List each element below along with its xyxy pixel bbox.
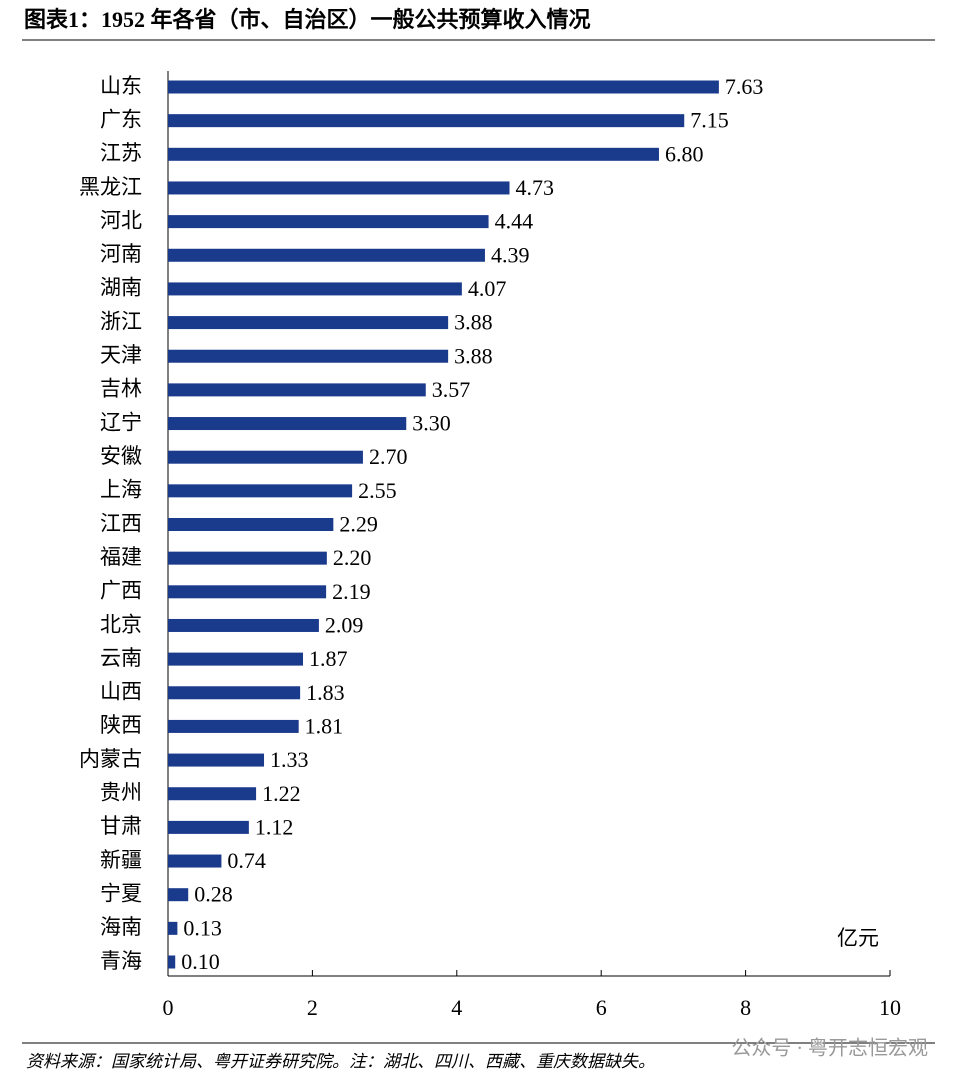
- bar: [168, 585, 327, 599]
- value-label: 2.09: [325, 613, 364, 638]
- value-label: 1.12: [255, 814, 294, 839]
- value-label: 3.57: [432, 377, 471, 402]
- unit-label: 亿元: [837, 926, 879, 950]
- watermark: 公众号 · 粤开志恒宏观: [731, 1037, 928, 1060]
- bar: [168, 282, 462, 296]
- value-label: 1.22: [262, 781, 301, 806]
- y-tick-label: 广东: [100, 107, 142, 131]
- y-tick-label: 云南: [100, 646, 142, 670]
- y-tick-label: 浙江: [100, 309, 142, 333]
- x-tick-label: 10: [879, 995, 901, 1020]
- y-tick-label: 山西: [100, 680, 142, 704]
- value-label: 2.29: [339, 512, 378, 537]
- bar: [168, 248, 485, 262]
- bar: [168, 450, 363, 464]
- bar: [168, 787, 257, 801]
- bar: [168, 181, 510, 195]
- value-label: 1.87: [309, 646, 348, 671]
- value-label: 3.30: [412, 411, 451, 436]
- x-tick-label: 8: [740, 995, 751, 1020]
- y-tick-label: 宁夏: [100, 882, 142, 906]
- bar: [168, 686, 301, 700]
- y-tick-label: 山东: [100, 74, 142, 98]
- value-label: 2.70: [369, 444, 408, 469]
- value-label: 4.73: [516, 175, 555, 200]
- bar: [168, 820, 249, 834]
- chart-title: 图表1：1952 年各省（市、自治区）一般公共预算收入情况: [24, 7, 591, 32]
- value-label: 0.74: [227, 848, 265, 873]
- y-tick-label: 河南: [100, 242, 142, 266]
- value-label: 0.10: [181, 949, 220, 974]
- y-tick-label: 上海: [100, 478, 142, 502]
- value-label: 3.88: [454, 310, 493, 335]
- bar: [168, 618, 319, 632]
- y-tick-label: 黑龙江: [79, 175, 142, 199]
- x-tick-label: 6: [596, 995, 607, 1020]
- bar: [168, 719, 299, 733]
- value-label: 6.80: [665, 141, 704, 166]
- x-tick-label: 4: [451, 995, 462, 1020]
- value-label: 1.81: [305, 713, 344, 738]
- source-note: 资料来源：国家统计局、粤开证券研究院。注：湖北、四川、西藏、重庆数据缺失。: [26, 1052, 655, 1071]
- y-tick-label: 内蒙古: [79, 747, 142, 771]
- y-tick-label: 新疆: [100, 848, 142, 872]
- bar: [168, 147, 659, 161]
- bar: [168, 349, 449, 363]
- bar: [168, 652, 304, 666]
- y-tick-label: 江西: [100, 511, 142, 535]
- value-label: 1.83: [306, 680, 345, 705]
- y-tick-label: 天津: [100, 343, 142, 367]
- y-tick-label: 甘肃: [100, 814, 142, 838]
- y-tick-label: 广西: [100, 579, 142, 603]
- bar: [168, 316, 449, 330]
- y-tick-label: 湖南: [100, 276, 142, 300]
- value-label: 4.44: [495, 209, 534, 234]
- y-tick-label: 青海: [100, 949, 142, 973]
- bar: [168, 114, 685, 128]
- bar: [168, 551, 327, 565]
- y-tick-label: 贵州: [100, 781, 142, 805]
- bar: [168, 417, 407, 431]
- value-label: 4.39: [491, 242, 530, 267]
- bar: [168, 854, 222, 868]
- value-label: 2.20: [333, 545, 372, 570]
- x-tick-label: 0: [163, 995, 174, 1020]
- bar: [168, 215, 489, 229]
- y-tick-label: 福建: [100, 545, 142, 569]
- value-label: 1.33: [270, 747, 309, 772]
- y-tick-label: 安徽: [100, 444, 142, 468]
- y-tick-label: 江苏: [100, 141, 142, 165]
- bar: [168, 80, 719, 94]
- value-label: 2.55: [358, 478, 397, 503]
- value-label: 4.07: [468, 276, 507, 301]
- bar: [168, 518, 334, 531]
- bar: [168, 921, 178, 935]
- y-tick-label: 陕西: [100, 713, 142, 737]
- y-tick-label: 海南: [100, 915, 142, 939]
- value-label: 3.88: [454, 343, 493, 368]
- value-label: 7.15: [690, 108, 729, 133]
- value-label: 2.19: [332, 579, 371, 604]
- y-tick-label: 辽宁: [100, 410, 142, 434]
- y-tick-label: 吉林: [100, 377, 142, 401]
- bar: [168, 888, 189, 902]
- x-tick-label: 2: [307, 995, 318, 1020]
- bar: [168, 484, 353, 498]
- y-tick-label: 北京: [100, 612, 142, 636]
- value-label: 7.63: [725, 74, 764, 99]
- bar: [168, 383, 426, 397]
- bar: [168, 753, 265, 767]
- value-label: 0.28: [194, 882, 233, 907]
- bar: [168, 955, 176, 969]
- value-label: 0.13: [183, 915, 222, 940]
- y-tick-label: 河北: [100, 208, 142, 232]
